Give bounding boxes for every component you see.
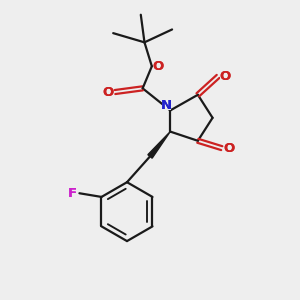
Text: O: O: [102, 85, 113, 98]
Text: N: N: [161, 99, 172, 112]
Text: F: F: [68, 187, 76, 200]
Text: O: O: [153, 60, 164, 73]
Text: F: F: [68, 187, 76, 200]
Text: O: O: [224, 142, 235, 155]
Bar: [220, 72, 229, 80]
Bar: [103, 88, 112, 96]
Text: O: O: [153, 60, 164, 73]
Bar: [154, 62, 162, 70]
Bar: [225, 144, 233, 152]
Bar: [68, 189, 76, 197]
Bar: [162, 102, 171, 110]
Text: N: N: [161, 99, 172, 112]
Text: O: O: [102, 85, 113, 98]
Polygon shape: [148, 132, 170, 158]
Text: O: O: [224, 142, 235, 155]
Text: O: O: [219, 70, 230, 83]
Text: O: O: [219, 70, 230, 83]
